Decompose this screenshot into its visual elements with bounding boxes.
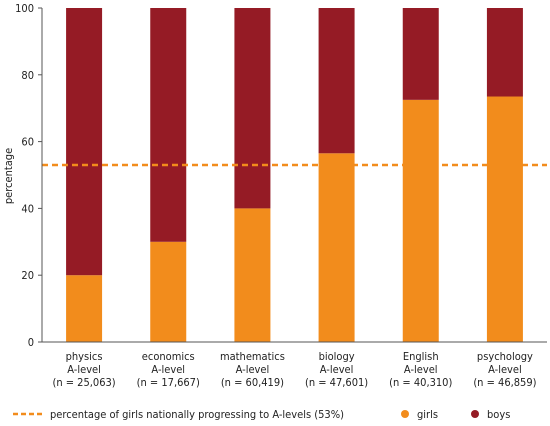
bar-girls-1 <box>150 241 187 342</box>
category-label-line: (n = 17,667) <box>137 376 200 389</box>
category-label-line: (n = 47,601) <box>305 376 368 389</box>
bars-group: physics A-level (n = 25,063)economics A-lev… <box>52 8 537 389</box>
category-label-line: A-level <box>236 363 270 376</box>
category-label-4: English A-level (n = 40,310) <box>389 350 452 389</box>
bar-girls-0 <box>66 275 103 342</box>
y-tick-label-40: 40 <box>21 202 34 215</box>
legend-reference-line-label: percentage of girls nationally progressi… <box>50 408 344 421</box>
bar-boys-3 <box>318 8 355 154</box>
bar-girls-4 <box>402 99 439 342</box>
y-tick-label-20: 20 <box>21 269 34 282</box>
bar-girls-2 <box>234 208 271 342</box>
category-label-line: economics <box>142 350 195 363</box>
bar-boys-4 <box>402 8 439 100</box>
legend-swatch-girls <box>401 410 409 418</box>
category-label-line: A-level <box>320 363 354 376</box>
bar-girls-3 <box>318 153 355 342</box>
category-label-line: (n = 25,063) <box>52 376 115 389</box>
bar-boys-2 <box>234 8 271 209</box>
category-label-5: psychology A-level (n = 46,859) <box>473 350 536 389</box>
legend-label-boys: boys <box>487 408 510 421</box>
bar-boys-5 <box>486 8 523 97</box>
legend-swatch-boys <box>471 410 479 418</box>
category-label-line: psychology <box>477 350 533 363</box>
legend: percentage of girls nationally progressi… <box>13 408 510 421</box>
legend-label-girls: girls <box>417 408 438 421</box>
category-label-line: (n = 60,419) <box>221 376 284 389</box>
category-label-0: physics A-level (n = 25,063) <box>52 350 115 389</box>
y-tick-label-60: 60 <box>21 136 34 149</box>
category-label-line: A-level <box>488 363 522 376</box>
category-label-3: biology A-level (n = 47,601) <box>305 350 368 389</box>
category-label-line: biology <box>319 350 355 363</box>
category-label-line: A-level <box>151 363 185 376</box>
category-label-line: A-level <box>67 363 101 376</box>
bar-girls-5 <box>486 96 523 342</box>
y-tick-label-0: 0 <box>28 336 34 349</box>
y-tick-label-100: 100 <box>15 2 34 15</box>
category-label-line: (n = 46,859) <box>473 376 536 389</box>
category-label-line: A-level <box>404 363 438 376</box>
category-label-line: (n = 40,310) <box>389 376 452 389</box>
category-label-line: physics <box>66 350 103 363</box>
category-label-1: economics A-level (n = 17,667) <box>137 350 200 389</box>
y-tick-label-80: 80 <box>21 69 34 82</box>
category-label-line: mathematics <box>220 350 285 363</box>
bar-boys-1 <box>150 8 187 242</box>
axes-group: 0 20 40 60 80 100 <box>15 2 547 349</box>
y-axis-label: percentage <box>2 148 15 204</box>
category-label-line: English <box>403 350 439 363</box>
bar-boys-0 <box>66 8 103 276</box>
category-label-2: mathematics A-level (n = 60,419) <box>220 350 285 389</box>
